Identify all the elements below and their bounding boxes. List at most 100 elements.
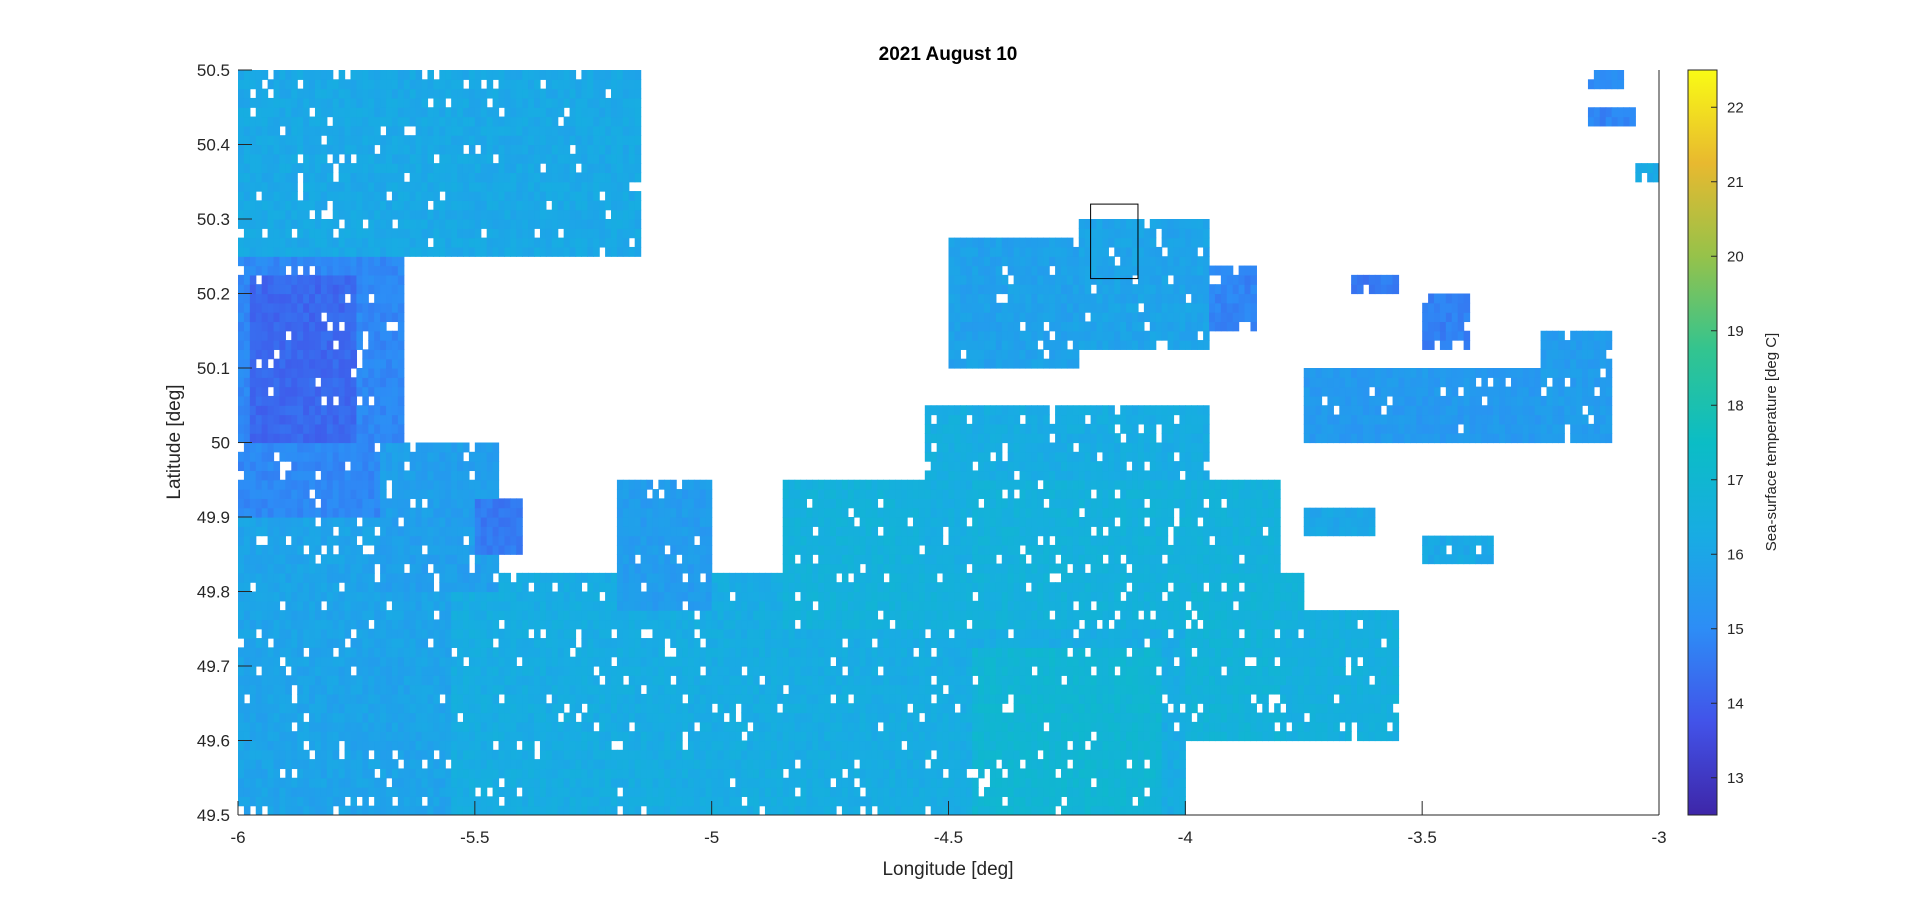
heatmap-cell: [687, 628, 695, 639]
heatmap-cell: [646, 517, 654, 527]
heatmap-cell: [563, 610, 571, 621]
heatmap-cell: [391, 228, 399, 239]
heatmap-cell: [640, 796, 648, 807]
heatmap-cell: [646, 693, 654, 704]
heatmap-cell: [380, 358, 387, 369]
heatmap-cell: [391, 209, 399, 220]
heatmap-cell: [238, 740, 245, 751]
heatmap-cell: [806, 759, 813, 770]
heatmap-cell: [616, 246, 624, 257]
heatmap-cell: [717, 703, 725, 714]
heatmap-cell: [492, 600, 500, 611]
heatmap-cell: [255, 219, 263, 229]
heatmap-cell: [599, 125, 606, 136]
heatmap-cell: [551, 228, 559, 239]
heatmap-cell: [634, 209, 642, 220]
heatmap-cell: [605, 246, 612, 257]
heatmap-cell: [320, 340, 328, 350]
heatmap-cell: [273, 647, 281, 658]
heatmap-cell: [545, 610, 553, 621]
heatmap-cell: [297, 395, 304, 406]
heatmap-cell: [397, 405, 405, 416]
heatmap-cell: [451, 582, 458, 593]
heatmap-cell: [593, 88, 600, 99]
heatmap-cell: [427, 703, 434, 714]
heatmap-cell: [338, 787, 346, 797]
heatmap-cell: [782, 619, 790, 630]
heatmap-cell: [457, 554, 464, 565]
heatmap-cell: [557, 805, 565, 815]
heatmap-cell: [557, 163, 565, 174]
heatmap-cell: [386, 731, 393, 742]
heatmap-cell: [356, 507, 363, 518]
heatmap-cell: [676, 544, 683, 555]
heatmap-cell: [409, 544, 417, 555]
heatmap-cell: [297, 88, 304, 99]
heatmap-cell: [723, 703, 731, 714]
heatmap-cell: [344, 144, 352, 155]
heatmap-cell: [279, 284, 286, 295]
heatmap-cell: [415, 600, 423, 611]
heatmap-cell: [593, 656, 600, 667]
heatmap-cell: [273, 386, 281, 397]
heatmap-cell: [599, 749, 606, 760]
heatmap-cell: [717, 684, 725, 695]
heatmap-cell: [534, 703, 541, 714]
heatmap-cell: [243, 768, 251, 779]
heatmap-cell: [676, 675, 683, 686]
heatmap-cell: [462, 666, 470, 676]
heatmap-cell: [534, 675, 541, 686]
heatmap-cell: [640, 572, 648, 583]
heatmap-cell: [273, 191, 281, 201]
heatmap-cell: [581, 228, 588, 239]
heatmap-cell: [439, 684, 446, 695]
heatmap-cell: [314, 703, 322, 714]
heatmap-cell: [534, 172, 541, 183]
heatmap-cell: [344, 116, 352, 127]
heatmap-cell: [658, 517, 665, 527]
heatmap-cell: [640, 489, 648, 499]
heatmap-cell: [634, 200, 642, 211]
heatmap-cell: [397, 498, 405, 509]
heatmap-cell: [569, 619, 577, 630]
heatmap-cell: [782, 721, 790, 732]
heatmap-cell: [593, 693, 600, 704]
heatmap-cell: [492, 749, 500, 760]
heatmap-cell: [427, 619, 434, 630]
heatmap-cell: [445, 777, 452, 788]
heatmap-cell: [332, 284, 340, 295]
heatmap-cell: [634, 498, 642, 509]
heatmap-cell: [510, 144, 517, 155]
heatmap-cell: [593, 787, 600, 797]
heatmap-cell: [255, 312, 263, 323]
heatmap-cell: [397, 144, 405, 155]
heatmap-cell: [238, 610, 245, 621]
heatmap-cell: [397, 507, 405, 518]
heatmap-cell: [599, 97, 606, 108]
heatmap-cell: [374, 433, 381, 444]
heatmap-cell: [409, 647, 417, 658]
heatmap-cell: [729, 768, 736, 779]
heatmap-cell: [492, 554, 500, 565]
heatmap-cell: [628, 172, 636, 183]
heatmap-cell: [273, 610, 281, 621]
heatmap-cell: [291, 219, 298, 229]
heatmap-cell: [238, 787, 245, 797]
heatmap-cell: [380, 265, 387, 276]
heatmap-cell: [468, 517, 476, 527]
heatmap-cell: [776, 731, 784, 742]
heatmap-cell: [403, 442, 411, 453]
heatmap-cell: [539, 693, 547, 704]
heatmap-cell: [776, 675, 784, 686]
heatmap-cell: [368, 451, 375, 462]
heatmap-cell: [492, 526, 500, 537]
heatmap-cell: [332, 442, 340, 453]
heatmap-cell: [705, 517, 713, 527]
heatmap-cell: [249, 535, 257, 546]
heatmap-cell: [522, 768, 529, 779]
heatmap-cell: [522, 656, 529, 667]
heatmap-cell: [267, 293, 275, 304]
heatmap-cell: [297, 321, 304, 332]
heatmap-cell: [427, 731, 434, 742]
heatmap-cell: [457, 768, 464, 779]
